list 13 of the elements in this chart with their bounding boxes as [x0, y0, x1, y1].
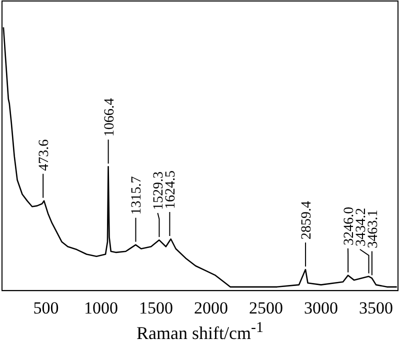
x-tick-label: 3000	[304, 298, 338, 318]
annotation: 1624.5	[164, 170, 179, 209]
x-axis-title: Raman shift/cm$^{-1}$	[136, 320, 264, 344]
x-tick-label: 2000	[194, 298, 228, 318]
annotation: 1066.4	[102, 98, 118, 137]
x-tick-label: 1000	[84, 298, 118, 318]
x-tick-label: 3500	[359, 298, 393, 318]
x-tick-label: 1500	[139, 298, 173, 318]
annotation: 473.6	[37, 139, 52, 171]
x-tick-label: 500	[33, 298, 59, 318]
annotation: 1315.7	[130, 176, 145, 215]
x-tick-label: 2500	[249, 298, 283, 318]
annotation: 2859.4	[300, 201, 315, 240]
